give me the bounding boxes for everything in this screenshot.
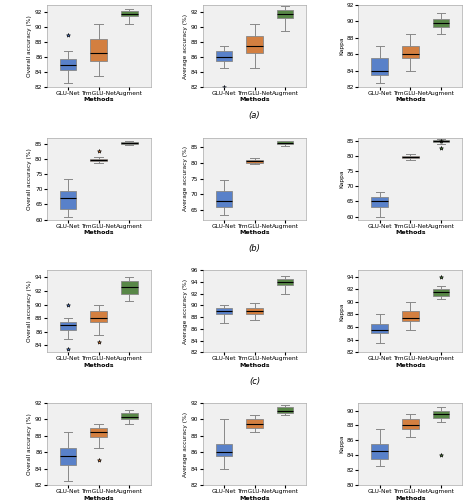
PathPatch shape bbox=[371, 444, 388, 459]
Text: (c): (c) bbox=[249, 377, 260, 386]
PathPatch shape bbox=[216, 444, 233, 456]
Y-axis label: Kappa: Kappa bbox=[339, 435, 344, 454]
X-axis label: Methods: Methods bbox=[239, 363, 270, 368]
X-axis label: Methods: Methods bbox=[84, 230, 114, 235]
Y-axis label: Kappa: Kappa bbox=[339, 302, 344, 320]
PathPatch shape bbox=[216, 192, 233, 207]
X-axis label: Methods: Methods bbox=[239, 230, 270, 235]
PathPatch shape bbox=[90, 159, 107, 162]
Y-axis label: Overall accuracy (%): Overall accuracy (%) bbox=[27, 15, 32, 77]
PathPatch shape bbox=[121, 413, 138, 420]
PathPatch shape bbox=[216, 308, 233, 314]
X-axis label: Methods: Methods bbox=[239, 98, 270, 102]
PathPatch shape bbox=[216, 51, 233, 61]
PathPatch shape bbox=[371, 197, 388, 207]
PathPatch shape bbox=[90, 38, 107, 61]
X-axis label: Methods: Methods bbox=[84, 363, 114, 368]
PathPatch shape bbox=[121, 142, 138, 144]
PathPatch shape bbox=[60, 448, 77, 464]
PathPatch shape bbox=[276, 279, 293, 285]
PathPatch shape bbox=[60, 58, 77, 70]
PathPatch shape bbox=[90, 312, 107, 322]
X-axis label: Methods: Methods bbox=[395, 230, 425, 235]
PathPatch shape bbox=[246, 308, 263, 314]
PathPatch shape bbox=[371, 58, 388, 74]
X-axis label: Methods: Methods bbox=[84, 496, 114, 500]
PathPatch shape bbox=[60, 322, 77, 330]
PathPatch shape bbox=[121, 11, 138, 16]
X-axis label: Methods: Methods bbox=[395, 496, 425, 500]
PathPatch shape bbox=[60, 191, 77, 209]
Y-axis label: Average accuracy (%): Average accuracy (%) bbox=[183, 279, 188, 344]
PathPatch shape bbox=[432, 140, 449, 142]
Y-axis label: Kappa: Kappa bbox=[339, 170, 344, 188]
PathPatch shape bbox=[246, 36, 263, 54]
Y-axis label: Kappa: Kappa bbox=[339, 36, 344, 55]
Y-axis label: Overall accuracy (%): Overall accuracy (%) bbox=[27, 413, 32, 475]
PathPatch shape bbox=[432, 19, 449, 27]
PathPatch shape bbox=[402, 312, 419, 321]
PathPatch shape bbox=[432, 410, 449, 418]
Text: (a): (a) bbox=[249, 112, 260, 120]
X-axis label: Methods: Methods bbox=[239, 496, 270, 500]
PathPatch shape bbox=[276, 407, 293, 413]
PathPatch shape bbox=[432, 290, 449, 296]
PathPatch shape bbox=[402, 46, 419, 58]
PathPatch shape bbox=[90, 428, 107, 438]
PathPatch shape bbox=[276, 142, 293, 144]
PathPatch shape bbox=[371, 324, 388, 334]
X-axis label: Methods: Methods bbox=[395, 98, 425, 102]
Y-axis label: Overall accuracy (%): Overall accuracy (%) bbox=[27, 280, 32, 342]
X-axis label: Methods: Methods bbox=[84, 98, 114, 102]
Y-axis label: Average accuracy (%): Average accuracy (%) bbox=[183, 14, 188, 78]
Y-axis label: Average accuracy (%): Average accuracy (%) bbox=[183, 146, 188, 211]
Y-axis label: Overall accuracy (%): Overall accuracy (%) bbox=[27, 148, 32, 210]
Text: (b): (b) bbox=[248, 244, 261, 253]
PathPatch shape bbox=[246, 420, 263, 428]
Y-axis label: Average accuracy (%): Average accuracy (%) bbox=[183, 412, 188, 476]
PathPatch shape bbox=[402, 156, 419, 158]
PathPatch shape bbox=[246, 160, 263, 163]
PathPatch shape bbox=[121, 280, 138, 294]
X-axis label: Methods: Methods bbox=[395, 363, 425, 368]
PathPatch shape bbox=[276, 10, 293, 18]
PathPatch shape bbox=[402, 420, 419, 429]
